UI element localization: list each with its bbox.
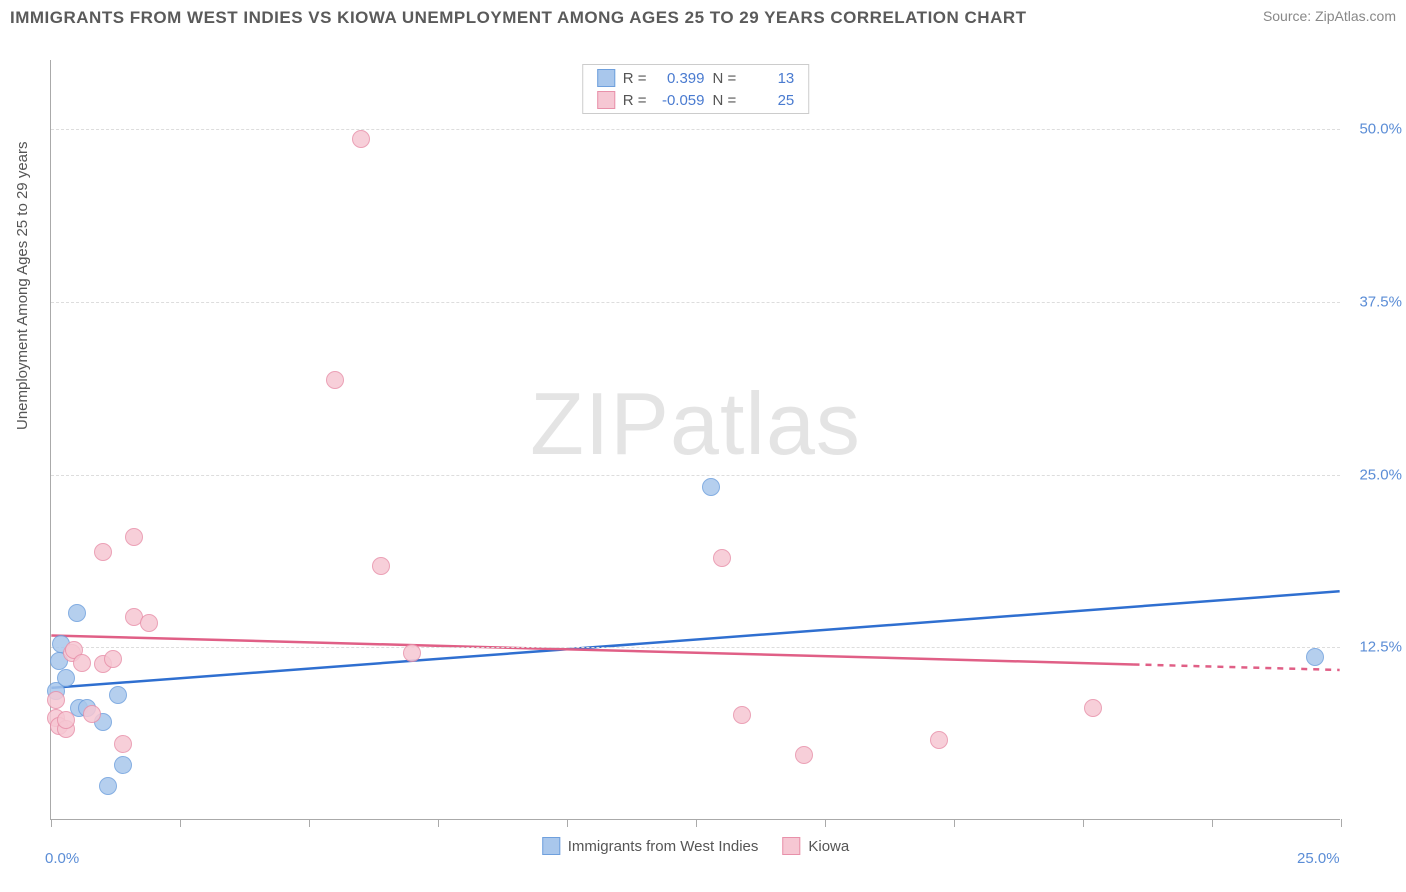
gridline <box>51 129 1340 130</box>
data-point <box>125 528 143 546</box>
y-tick-label: 50.0% <box>1359 121 1402 138</box>
data-point <box>930 731 948 749</box>
legend-item-kiowa: Kiowa <box>782 837 849 855</box>
data-point <box>352 130 370 148</box>
x-tick-label: 25.0% <box>1297 850 1340 867</box>
data-point <box>68 604 86 622</box>
data-point <box>1306 648 1324 666</box>
trend-lines <box>51 60 1340 819</box>
y-axis-label: Unemployment Among Ages 25 to 29 years <box>14 141 31 430</box>
data-point <box>114 735 132 753</box>
data-point <box>702 478 720 496</box>
n-value: 13 <box>744 70 794 87</box>
legend-label: Kiowa <box>808 838 849 855</box>
x-tick <box>180 819 181 827</box>
x-tick <box>1212 819 1213 827</box>
data-point <box>372 557 390 575</box>
x-tick <box>825 819 826 827</box>
data-point <box>104 650 122 668</box>
legend-item-immigrants: Immigrants from West Indies <box>542 837 759 855</box>
chart-header: IMMIGRANTS FROM WEST INDIES VS KIOWA UNE… <box>10 8 1396 28</box>
data-point <box>140 614 158 632</box>
x-tick <box>696 819 697 827</box>
n-label: N = <box>713 92 737 109</box>
watermark: ZIPatlas <box>530 373 861 475</box>
data-point <box>57 711 75 729</box>
data-point <box>83 705 101 723</box>
x-tick <box>309 819 310 827</box>
swatch-icon <box>597 91 615 109</box>
x-tick <box>438 819 439 827</box>
n-label: N = <box>713 70 737 87</box>
scatter-chart: ZIPatlas R = 0.399 N = 13 R = -0.059 N =… <box>50 60 1340 820</box>
x-tick-label: 0.0% <box>45 850 79 867</box>
y-tick-label: 12.5% <box>1359 639 1402 656</box>
x-tick <box>567 819 568 827</box>
y-tick-label: 37.5% <box>1359 293 1402 310</box>
source-attribution: Source: ZipAtlas.com <box>1263 8 1396 24</box>
data-point <box>47 691 65 709</box>
data-point <box>326 371 344 389</box>
data-point <box>99 777 117 795</box>
gridline <box>51 475 1340 476</box>
data-point <box>795 746 813 764</box>
data-point <box>733 706 751 724</box>
data-point <box>403 644 421 662</box>
data-point <box>713 549 731 567</box>
chart-title: IMMIGRANTS FROM WEST INDIES VS KIOWA UNE… <box>10 8 1027 28</box>
data-point <box>1084 699 1102 717</box>
gridline <box>51 647 1340 648</box>
gridline <box>51 302 1340 303</box>
swatch-icon <box>542 837 560 855</box>
swatch-icon <box>782 837 800 855</box>
data-point <box>73 654 91 672</box>
legend-label: Immigrants from West Indies <box>568 838 759 855</box>
correlation-legend: R = 0.399 N = 13 R = -0.059 N = 25 <box>582 64 810 114</box>
swatch-icon <box>597 69 615 87</box>
x-tick <box>51 819 52 827</box>
r-value: 0.399 <box>655 70 705 87</box>
legend-row-immigrants: R = 0.399 N = 13 <box>583 67 809 89</box>
data-point <box>57 669 75 687</box>
data-point <box>94 543 112 561</box>
x-tick <box>1083 819 1084 827</box>
series-legend: Immigrants from West Indies Kiowa <box>542 837 849 855</box>
data-point <box>109 686 127 704</box>
n-value: 25 <box>744 92 794 109</box>
data-point <box>114 756 132 774</box>
r-label: R = <box>623 92 647 109</box>
legend-row-kiowa: R = -0.059 N = 25 <box>583 89 809 111</box>
r-label: R = <box>623 70 647 87</box>
x-tick <box>1341 819 1342 827</box>
r-value: -0.059 <box>655 92 705 109</box>
y-tick-label: 25.0% <box>1359 466 1402 483</box>
x-tick <box>954 819 955 827</box>
